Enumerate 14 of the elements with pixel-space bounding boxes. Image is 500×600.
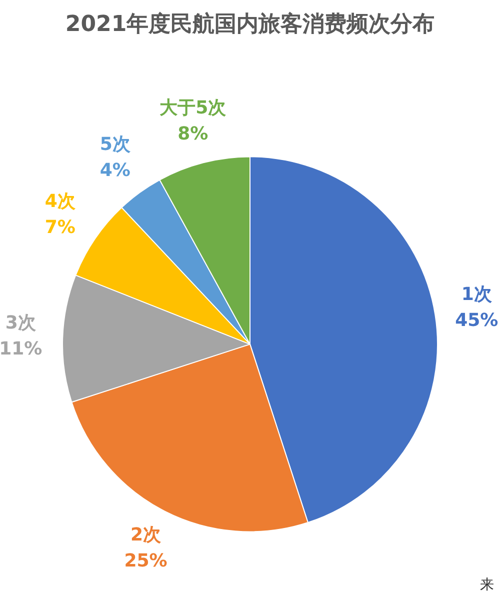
slice-label: 4次	[44, 190, 76, 212]
slice-label: 5次	[100, 134, 132, 156]
slice-label: 3次	[5, 312, 37, 334]
text: 来	[480, 576, 494, 594]
data-label: 4%	[100, 160, 130, 182]
chart-title: 2021年度民航国内旅客消费频次分布	[65, 10, 435, 37]
slice-label: 1次	[461, 284, 493, 305]
slice-label: 2次	[130, 524, 162, 546]
data-label: 7%	[44, 216, 76, 238]
data-label: 25%	[124, 550, 168, 572]
data-label: 11%	[0, 338, 42, 360]
data-label: 45%	[455, 310, 498, 331]
data-label: 8%	[178, 124, 208, 145]
slice-label: 大于5次	[158, 98, 228, 119]
